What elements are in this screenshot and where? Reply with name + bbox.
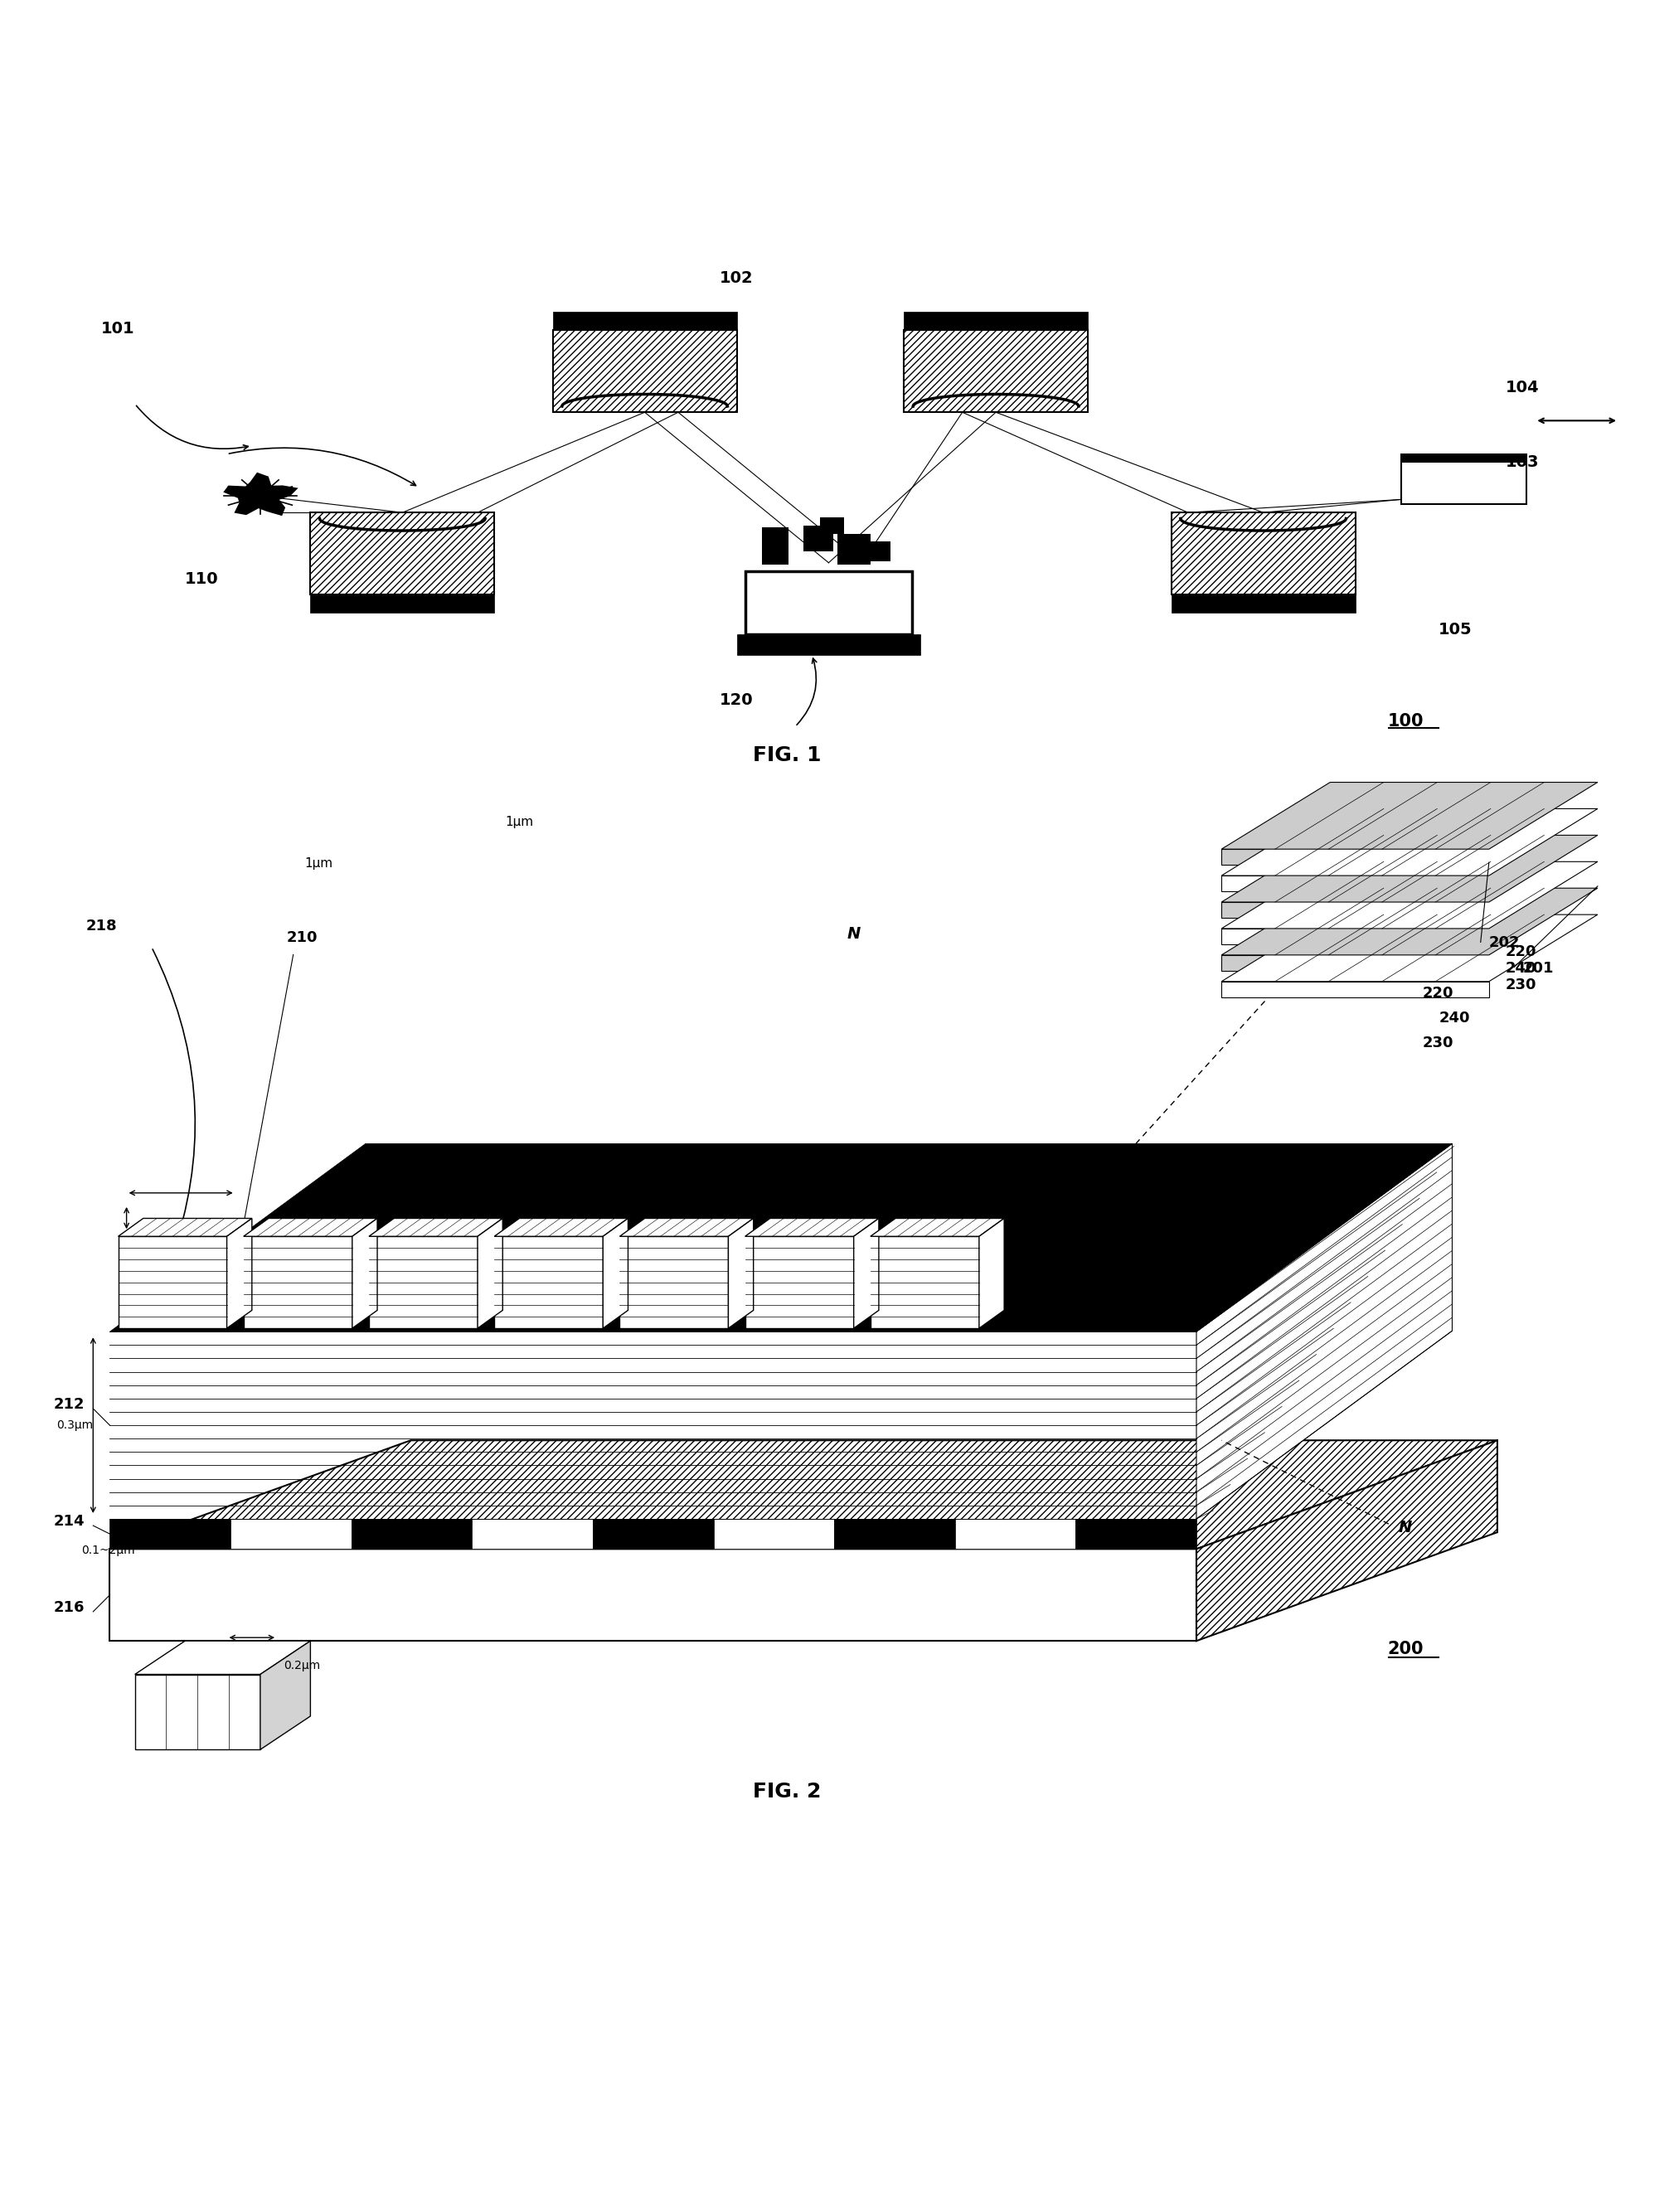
- Polygon shape: [110, 1144, 1451, 1332]
- Polygon shape: [1197, 1144, 1451, 1520]
- Polygon shape: [231, 1520, 352, 1548]
- Polygon shape: [552, 312, 737, 330]
- Polygon shape: [1222, 849, 1488, 865]
- Text: 218: 218: [85, 918, 117, 933]
- Text: 102: 102: [720, 270, 753, 285]
- Text: 240: 240: [1505, 960, 1537, 975]
- Text: 0.2μm: 0.2μm: [285, 1661, 320, 1672]
- Text: 220: 220: [1423, 987, 1453, 1000]
- Polygon shape: [477, 1219, 502, 1329]
- Polygon shape: [472, 1520, 593, 1548]
- Polygon shape: [1222, 929, 1488, 945]
- Polygon shape: [854, 1219, 879, 1329]
- Text: 103: 103: [1505, 453, 1538, 471]
- Polygon shape: [228, 1219, 251, 1329]
- Polygon shape: [745, 571, 912, 635]
- Polygon shape: [223, 473, 298, 515]
- Polygon shape: [745, 1219, 879, 1237]
- Polygon shape: [310, 595, 494, 613]
- Polygon shape: [619, 1219, 753, 1237]
- Text: 101: 101: [102, 321, 136, 336]
- Polygon shape: [1222, 863, 1597, 929]
- Text: 0.3μm: 0.3μm: [57, 1420, 94, 1431]
- Text: 212: 212: [54, 1398, 85, 1411]
- Polygon shape: [368, 1219, 502, 1237]
- Text: N: N: [1398, 1520, 1413, 1535]
- Text: 210: 210: [286, 931, 318, 945]
- Polygon shape: [834, 1520, 954, 1548]
- Text: 1μm: 1μm: [305, 858, 333, 869]
- Text: FIG. 1: FIG. 1: [753, 745, 820, 765]
- Polygon shape: [494, 1237, 603, 1329]
- Polygon shape: [619, 1237, 728, 1329]
- Polygon shape: [352, 1520, 472, 1548]
- Polygon shape: [728, 1219, 753, 1329]
- Text: 110: 110: [184, 571, 219, 588]
- Polygon shape: [119, 1219, 251, 1237]
- Polygon shape: [904, 330, 1088, 411]
- Text: 200: 200: [1388, 1641, 1423, 1657]
- Polygon shape: [110, 1440, 1497, 1548]
- Polygon shape: [243, 1237, 352, 1329]
- Polygon shape: [603, 1219, 628, 1329]
- Polygon shape: [1172, 595, 1356, 613]
- Polygon shape: [1076, 1520, 1197, 1548]
- Polygon shape: [1222, 902, 1488, 918]
- Polygon shape: [1222, 956, 1488, 971]
- Text: 105: 105: [1438, 622, 1473, 637]
- Polygon shape: [820, 518, 844, 535]
- Text: N: N: [847, 927, 860, 942]
- Text: 1μm: 1μm: [506, 816, 534, 827]
- Polygon shape: [1172, 513, 1356, 595]
- Text: 202: 202: [1488, 936, 1520, 951]
- Polygon shape: [737, 635, 921, 655]
- Text: 216: 216: [54, 1599, 85, 1615]
- Text: 230: 230: [1505, 978, 1537, 993]
- Polygon shape: [119, 1237, 228, 1329]
- Text: 0.1~2μm: 0.1~2μm: [82, 1544, 136, 1557]
- Text: 104: 104: [1505, 378, 1538, 396]
- Polygon shape: [1222, 836, 1597, 902]
- Text: 240: 240: [1440, 1011, 1470, 1026]
- Polygon shape: [1222, 876, 1488, 891]
- Polygon shape: [136, 1674, 259, 1750]
- Text: 214: 214: [54, 1513, 85, 1528]
- Polygon shape: [1222, 914, 1597, 982]
- Polygon shape: [762, 529, 788, 564]
- Text: 120: 120: [720, 692, 753, 708]
- Polygon shape: [1401, 453, 1527, 462]
- Text: 220: 220: [1505, 945, 1537, 958]
- Polygon shape: [552, 330, 737, 411]
- Polygon shape: [745, 1237, 854, 1329]
- Polygon shape: [1222, 810, 1597, 876]
- Polygon shape: [110, 1548, 1197, 1641]
- Polygon shape: [1197, 1440, 1497, 1641]
- Text: FIG. 2: FIG. 2: [753, 1781, 820, 1801]
- Polygon shape: [870, 542, 891, 562]
- Polygon shape: [110, 1520, 231, 1548]
- Polygon shape: [979, 1219, 1004, 1329]
- Polygon shape: [352, 1219, 377, 1329]
- Polygon shape: [713, 1520, 834, 1548]
- Polygon shape: [368, 1237, 477, 1329]
- Polygon shape: [243, 1219, 377, 1237]
- Text: 100: 100: [1388, 712, 1423, 730]
- Text: 201: 201: [1522, 960, 1553, 975]
- Polygon shape: [870, 1219, 1004, 1237]
- Polygon shape: [1222, 982, 1488, 998]
- Polygon shape: [804, 526, 834, 551]
- Polygon shape: [1401, 453, 1527, 504]
- Polygon shape: [1222, 889, 1597, 956]
- Polygon shape: [310, 513, 494, 595]
- Text: 230: 230: [1423, 1035, 1453, 1051]
- Polygon shape: [1222, 783, 1597, 849]
- Polygon shape: [870, 1237, 979, 1329]
- Polygon shape: [494, 1219, 628, 1237]
- Polygon shape: [259, 1641, 310, 1750]
- Polygon shape: [593, 1520, 713, 1548]
- Polygon shape: [837, 535, 870, 564]
- Polygon shape: [954, 1520, 1076, 1548]
- Polygon shape: [904, 312, 1088, 330]
- Polygon shape: [136, 1641, 310, 1674]
